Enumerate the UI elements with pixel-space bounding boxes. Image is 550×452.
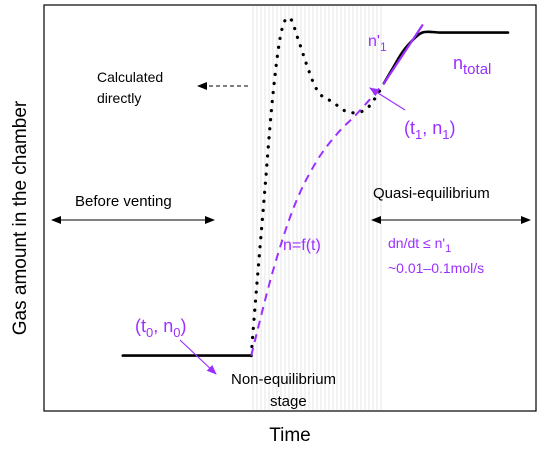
non-equilibrium-shaded-region <box>251 6 384 410</box>
point-t0-c: ) <box>180 316 186 336</box>
point-t1-c: ) <box>449 118 455 138</box>
before-venting-label: Before venting <box>75 193 172 210</box>
n-total-label: ntotal <box>453 53 491 78</box>
n1-prime-sub: 1 <box>380 40 387 54</box>
non-equilibrium-label-line2: stage <box>270 393 307 410</box>
series-line-solid-purple-tangent-4 <box>382 24 424 85</box>
point-t0-arrow <box>179 339 217 375</box>
point-t0-a: (t <box>135 316 146 336</box>
n-total-main: n <box>453 53 463 73</box>
x-axis-label: Time <box>269 425 311 446</box>
n1-prime-main: n' <box>368 33 380 50</box>
point-t0-label: (t0, n0) <box>135 316 186 340</box>
point-t1-label: (t1, n1) <box>404 118 455 142</box>
rate-label-main: dn/dt ≤ n' <box>388 235 445 251</box>
rate-label-sub: 1 <box>445 243 451 255</box>
rate-label-line2: ~0.01–0.1mol/s <box>388 260 484 276</box>
rate-label-line1: dn/dt ≤ n'1 <box>388 235 451 255</box>
point-t0-b: , n <box>153 316 173 336</box>
plot-area-frame <box>43 4 537 412</box>
non-equilibrium-label-line1: Non-equilibrium <box>231 371 336 388</box>
series-line-dashed-purple-2 <box>250 82 385 356</box>
point-t1-arrow <box>369 87 406 111</box>
series-line-dotted-black-1 <box>249 16 386 358</box>
point-t0-sub2: 0 <box>173 325 180 340</box>
n1-prime-label: n'1 <box>368 33 387 54</box>
quasi-equilibrium-label: Quasi-equilibrium <box>373 185 490 202</box>
series-layer <box>121 16 510 358</box>
point-t1-a: (t <box>404 118 415 138</box>
calculated-label-line2: directly <box>97 90 141 106</box>
point-t1-sub1: 1 <box>415 127 422 142</box>
point-t1-b: , n <box>422 118 442 138</box>
point-t1-sub2: 1 <box>442 127 449 142</box>
calculated-label-line1: Calculated <box>97 69 163 85</box>
y-axis-label: Gas amount in the chamber <box>10 100 31 335</box>
point-t0-sub1: 0 <box>146 325 153 340</box>
n-equation-label: n=f(t) <box>283 237 321 254</box>
n-total-sub: total <box>463 61 491 78</box>
